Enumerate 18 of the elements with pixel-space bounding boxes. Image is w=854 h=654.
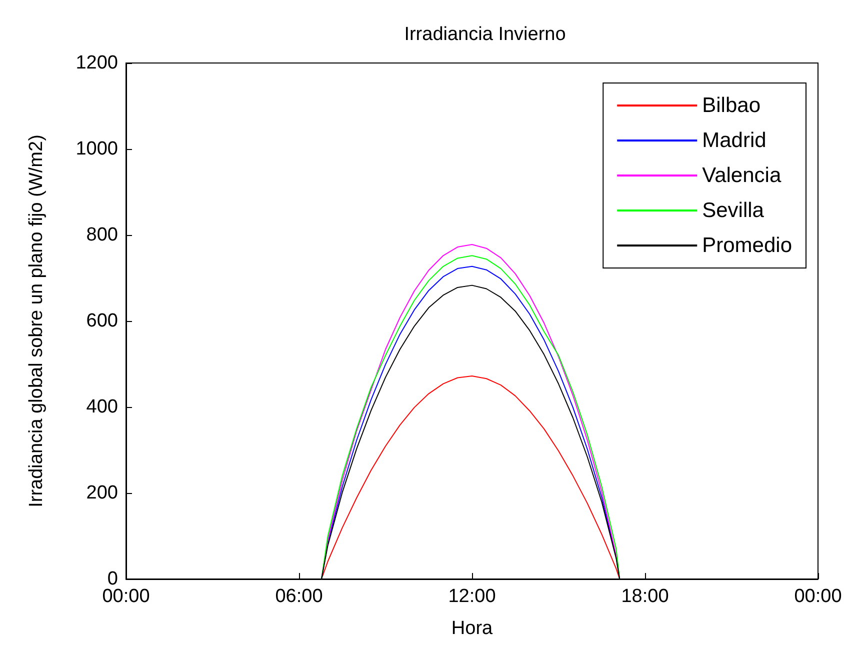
x-tick-label: 00:00 xyxy=(794,586,842,607)
x-tick-label: 18:00 xyxy=(621,586,669,607)
legend-label: Valencia xyxy=(702,164,782,187)
y-tick-label: 400 xyxy=(86,396,118,418)
y-tick-label: 1000 xyxy=(76,138,118,160)
legend-label: Sevilla xyxy=(702,199,764,222)
x-axis-title: Hora xyxy=(451,618,494,639)
chart-title: Irradiancia Invierno xyxy=(404,24,566,45)
y-tick-label: 1200 xyxy=(76,52,118,74)
legend-label: Madrid xyxy=(702,129,766,152)
legend-label: Promedio xyxy=(702,234,792,257)
x-tick-label: 06:00 xyxy=(275,586,323,607)
y-tick-label: 200 xyxy=(86,482,118,504)
y-axis-title: Irradiancia global sobre un plano fijo (W/m2) xyxy=(26,134,47,508)
y-tick-label: 600 xyxy=(86,310,118,332)
legend-label: Bilbao xyxy=(702,94,761,117)
y-tick-label: 800 xyxy=(86,224,118,246)
x-tick-label: 12:00 xyxy=(448,586,496,607)
